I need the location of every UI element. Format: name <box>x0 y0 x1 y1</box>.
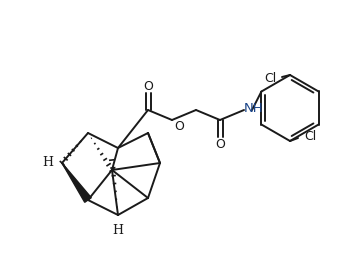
Text: H: H <box>42 156 54 169</box>
Text: Cl: Cl <box>264 72 276 85</box>
Polygon shape <box>62 163 91 202</box>
Text: NH: NH <box>244 102 264 115</box>
Text: O: O <box>215 138 225 151</box>
Text: H: H <box>112 224 123 237</box>
Text: O: O <box>143 79 153 92</box>
Text: Cl: Cl <box>304 130 316 143</box>
Text: O: O <box>174 121 184 134</box>
